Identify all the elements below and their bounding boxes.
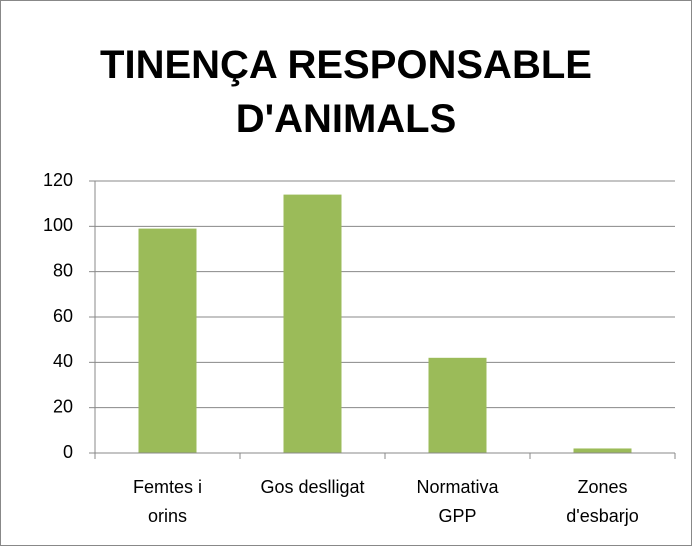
x-tick-label: Zones bbox=[577, 477, 627, 497]
y-tick-label: 100 bbox=[43, 215, 73, 235]
y-tick-label: 0 bbox=[63, 442, 73, 462]
chart-title: TINENÇA RESPONSABLE D'ANIMALS bbox=[100, 43, 592, 141]
x-tick-label: GPP bbox=[438, 506, 476, 526]
x-tick-label: Gos deslligat bbox=[260, 477, 364, 497]
y-tick-label: 80 bbox=[53, 260, 73, 280]
y-tick-label: 40 bbox=[53, 351, 73, 371]
y-tick-label: 120 bbox=[43, 170, 73, 190]
y-tick-label: 20 bbox=[53, 396, 73, 416]
x-tick-label: Femtes i bbox=[133, 477, 202, 497]
bar bbox=[573, 448, 632, 453]
y-tick-label: 60 bbox=[53, 306, 73, 326]
x-tick-label: d'esbarjo bbox=[566, 506, 638, 526]
bar bbox=[283, 194, 342, 453]
x-tick-label: orins bbox=[148, 506, 187, 526]
bar bbox=[138, 228, 197, 453]
bar bbox=[428, 357, 487, 453]
x-tick-label: Normativa bbox=[416, 477, 499, 497]
